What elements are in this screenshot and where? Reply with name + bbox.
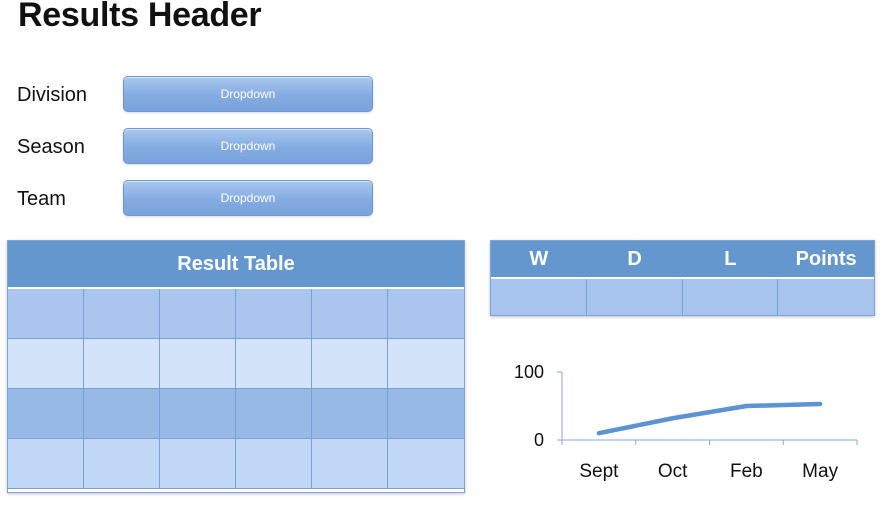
team-dropdown[interactable]: Dropdown [123, 180, 373, 216]
page-title: Results Header [18, 0, 262, 34]
result-table-cell [236, 289, 312, 339]
x-tick-label: Oct [658, 461, 688, 482]
season-points-chart: 0 100 Sept Oct Feb May [514, 362, 858, 482]
division-dropdown[interactable]: Dropdown [123, 76, 373, 112]
wdl-header-d: D [627, 247, 642, 270]
result-table-cell [312, 289, 388, 339]
result-table-title: Result Table [8, 241, 464, 289]
wdl-cell-l [682, 279, 779, 315]
result-table-cell [388, 389, 464, 439]
y-tick-label: 100 [514, 362, 544, 382]
result-table-cell [160, 389, 236, 439]
result-table-cell [388, 439, 464, 489]
result-table-cell [84, 289, 160, 339]
series-line [596, 401, 823, 436]
result-table-cell [8, 289, 84, 339]
result-table-cell [236, 389, 312, 439]
season-dropdown[interactable]: Dropdown [123, 128, 373, 164]
result-table-cell [84, 339, 160, 389]
result-table-cell [8, 339, 84, 389]
result-table-cell [312, 439, 388, 489]
wdl-header-points: Points [795, 247, 857, 270]
division-label: Division [17, 84, 88, 106]
result-table-cell [388, 339, 464, 389]
result-table-cell [8, 439, 84, 489]
result-table-cell [388, 289, 464, 339]
y-tick-label: 0 [534, 430, 544, 450]
result-table-cell [236, 339, 312, 389]
x-tick-label: Sept [579, 461, 619, 482]
result-table-grid [8, 289, 464, 489]
result-table-cell [84, 439, 160, 489]
season-label: Season [17, 136, 85, 158]
result-table-cell [160, 339, 236, 389]
result-table-cell [8, 389, 84, 439]
result-table-cell [236, 439, 312, 489]
wdl-cell-w [491, 279, 587, 315]
wdl-cell-points [778, 279, 874, 315]
wdl-header-w: W [529, 247, 549, 270]
wdl-cell-d [586, 279, 683, 315]
result-table-cell [312, 339, 388, 389]
x-tick-label: May [802, 461, 838, 482]
team-label: Team [17, 188, 66, 210]
result-table: Result Table [7, 240, 465, 493]
result-table-cell [84, 389, 160, 439]
result-table-cell [160, 439, 236, 489]
wdl-header-l: L [724, 247, 737, 270]
result-table-cell [312, 389, 388, 439]
result-table-cell [160, 289, 236, 339]
x-tick-label: Feb [730, 461, 763, 482]
wdl-table: W D L Points [490, 240, 875, 316]
